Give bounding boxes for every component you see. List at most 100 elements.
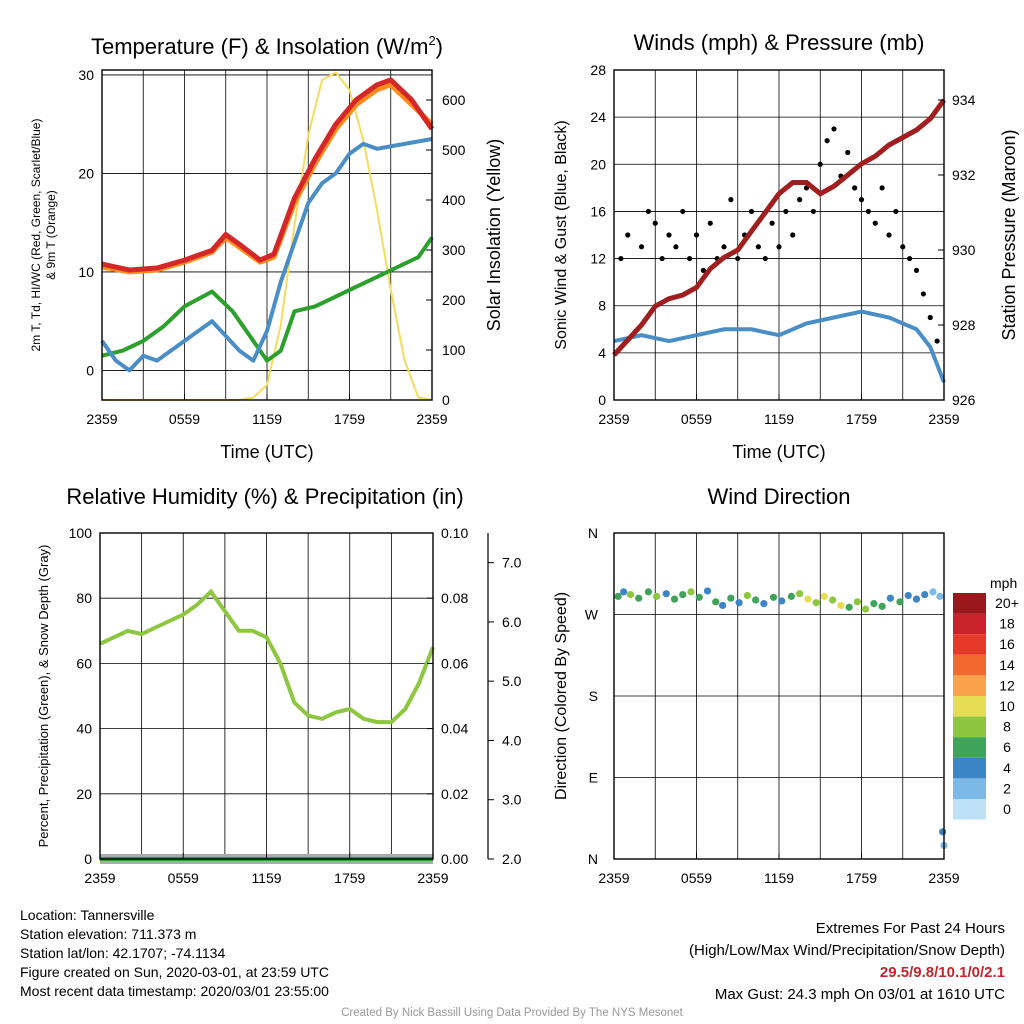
temperature-ytick-label: 30 — [78, 67, 94, 83]
temperature-xtick-label: 2359 — [416, 411, 447, 427]
colorbar-unit: mph — [990, 575, 1017, 591]
gust-point — [831, 126, 837, 132]
direction-point — [820, 592, 828, 600]
insolation-ytick-label: 500 — [442, 142, 466, 158]
direction-point — [662, 590, 670, 598]
direction-ytick-label: S — [589, 688, 598, 704]
temperature-panel: Temperature (F) & Insolation (W/m2) 0 10 2… — [29, 33, 504, 462]
colorbar-swatch — [953, 613, 986, 635]
gust-point — [797, 197, 803, 203]
pressure-ytick-label: 930 — [952, 242, 976, 258]
gust-point — [858, 197, 865, 203]
precip-ytick-label: 0.02 — [441, 786, 468, 802]
gust-point — [879, 185, 885, 191]
temperature-series-line — [101, 236, 434, 363]
colorbar-swatch — [953, 799, 986, 820]
gust-point — [693, 232, 700, 238]
gust-point — [824, 138, 830, 144]
snow-ytick-label: 2.0 — [502, 851, 522, 867]
colorbar-swatch — [953, 696, 986, 717]
winds-xtick-label: 2359 — [598, 411, 629, 427]
humidity-xtick-label: 0559 — [168, 870, 199, 886]
precip-ytick-label: 0.08 — [441, 590, 468, 606]
direction-point — [644, 588, 652, 596]
direction-point — [870, 600, 878, 608]
direction-point — [769, 593, 778, 601]
humidity-ytick-label: 40 — [76, 721, 92, 737]
gust-point — [618, 255, 624, 262]
gust-point — [776, 244, 782, 250]
winds-ytick-label: 0 — [598, 392, 606, 408]
gust-point — [645, 208, 651, 215]
extremes-title: Extremes For Past 24 Hours — [815, 920, 1005, 937]
direction-xtick-label: 2359 — [928, 870, 959, 886]
precip-ytick-label: 0.06 — [441, 655, 468, 671]
colorbar-label: 10 — [999, 698, 1015, 714]
credit-text: Created By Nick Bassill Using Data Provi… — [341, 1007, 683, 1019]
gust-point — [900, 244, 906, 250]
direction-point — [719, 601, 727, 610]
colorbar-swatch — [953, 737, 986, 758]
insolation-ylabel: Solar Insolation (Yellow) — [484, 139, 504, 331]
direction-point — [670, 595, 679, 603]
gust-point — [927, 314, 933, 321]
direction-point — [878, 602, 886, 610]
gust-point — [638, 244, 645, 250]
direction-point — [936, 592, 944, 600]
gust-point — [852, 185, 858, 191]
direction-point — [853, 598, 861, 606]
gust-point — [769, 220, 775, 226]
colorbar-swatch — [953, 757, 986, 779]
gust-point — [762, 255, 768, 262]
humidity-ytick-label: 0 — [84, 851, 92, 867]
direction-point — [679, 590, 687, 599]
humidity-title: Relative Humidity (%) & Precipitation (i… — [66, 484, 463, 509]
winds-ytick-label: 16 — [590, 203, 606, 219]
direction-point — [796, 590, 804, 598]
winds-xlabel: Time (UTC) — [732, 442, 825, 462]
direction-ytick-label: N — [588, 525, 598, 541]
direction-point — [626, 590, 635, 599]
snow-ytick-label: 5.0 — [502, 673, 522, 689]
temperature-ylabel: 2m T, Td, HI/WC (Red, Green, Scarlet/Blu… — [29, 119, 43, 352]
extremes-info: Extremes For Past 24 Hours (High/Low/Max… — [689, 918, 1005, 1006]
gust-point — [886, 232, 892, 238]
figure-created: Figure created on Sun, 2020-03-01, at 23… — [20, 964, 329, 980]
gust-point — [707, 220, 713, 226]
winds-ylabel: Sonic Wind & Gust (Blue, Black) — [553, 120, 570, 349]
direction-point — [712, 598, 720, 606]
insolation-ytick-label: 0 — [442, 392, 450, 408]
snow-ytick-label: 4.0 — [502, 732, 522, 748]
gust-point — [728, 197, 734, 203]
recent-data: Most recent data timestamp: 2020/03/01 2… — [20, 983, 329, 999]
insolation-line — [102, 71, 433, 401]
sonic-wind-line — [613, 309, 946, 384]
gust-point — [817, 161, 823, 167]
pressure-ytick-label: 928 — [952, 317, 976, 333]
direction-point — [778, 597, 786, 605]
humidity-xtick-label: 1159 — [251, 870, 281, 886]
gust-point — [893, 208, 899, 215]
direction-point — [635, 594, 643, 602]
humidity-ylabel: Percent, Precipitation (Green), & Snow D… — [36, 545, 51, 848]
gust-point — [625, 232, 631, 238]
gust-point — [907, 255, 913, 262]
colorbar-label: 4 — [1003, 760, 1011, 776]
winds-xtick-label: 0559 — [681, 411, 712, 427]
temperature-title: Temperature (F) & Insolation (W/m2) — [91, 33, 443, 59]
humidity-line — [99, 588, 435, 725]
direction-point — [804, 595, 812, 603]
gust-point — [735, 255, 741, 262]
colorbar-label: 18 — [999, 616, 1015, 632]
extremes-legend: (High/Low/Max Wind/Precipitation/Snow De… — [689, 942, 1005, 959]
colorbar-label: 14 — [999, 657, 1015, 673]
colorbar-label: 2 — [1003, 780, 1011, 796]
precip-ytick-label: 0.00 — [441, 851, 468, 867]
direction-point — [904, 591, 912, 600]
gust-point — [687, 255, 693, 262]
station-info: Location: Tannersville Station elevation… — [20, 906, 329, 1001]
station-location: Location: Tannersville — [20, 907, 155, 923]
max-gust: Max Gust: 24.3 mph On 03/01 at 1610 UTC — [714, 986, 1005, 1003]
precip-ytick-label: 0.10 — [441, 525, 468, 541]
